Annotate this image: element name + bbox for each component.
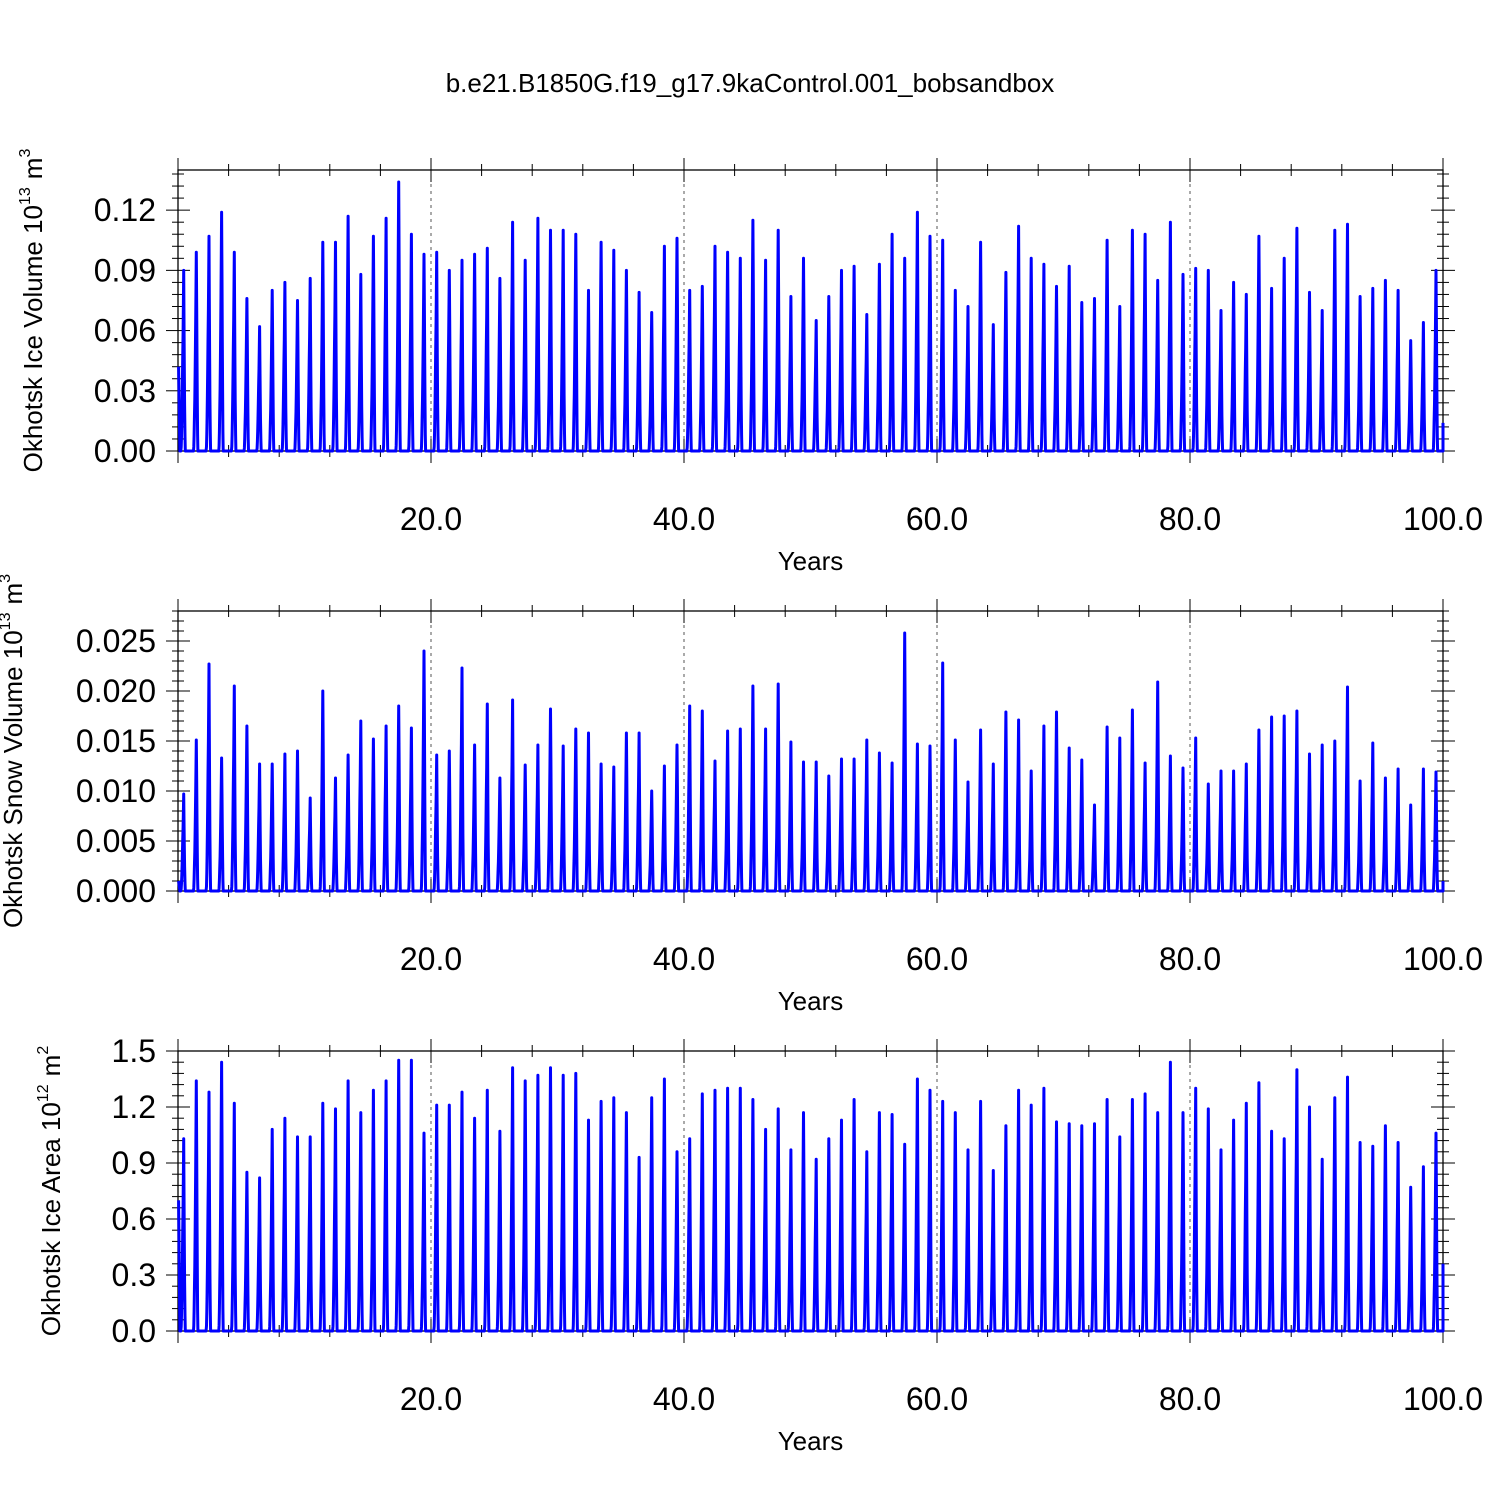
ice-volume-y-tick-labels: 0.00 0.03 0.06 0.09 0.12 [94, 192, 156, 469]
snow-volume-y-label-text: Okhotsk Snow Volume 10 [0, 630, 28, 928]
ice-volume-y-label-text: Okhotsk Ice Volume 10 [18, 205, 48, 472]
ice-area-y-label-unit: m [36, 1055, 66, 1077]
ice-volume-axes [177, 169, 1444, 452]
x-tick-label: 20.0 [400, 941, 462, 977]
y-tick-label: 1.5 [112, 1033, 156, 1069]
ice-area-y-label-unit-exponent: 2 [35, 1046, 52, 1055]
x-tick-label: 60.0 [906, 501, 968, 537]
x-tick-label: 80.0 [1159, 501, 1221, 537]
x-tick-label: 60.0 [906, 941, 968, 977]
x-tick-label: 60.0 [906, 1381, 968, 1417]
snow-volume-y-axis-label: Okhotsk Snow Volume 1013 m3 [0, 574, 28, 928]
x-tick-label: 40.0 [653, 1381, 715, 1417]
snow-volume-panel: 0.000 0.005 0.010 0.015 0.020 0.025 20.0 40.0 6… [0, 574, 1483, 1016]
y-tick-label: 0.6 [112, 1201, 156, 1237]
x-tick-label: 80.0 [1159, 941, 1221, 977]
plot-frame [177, 610, 1444, 892]
ice-area-axes [177, 1050, 1444, 1332]
y-tick-label: 1.2 [112, 1089, 156, 1125]
ice-volume-y-label-unit-exponent: 3 [17, 149, 34, 158]
x-tick-label: 80.0 [1159, 1381, 1221, 1417]
chart-title: b.e21.B1850G.f19_g17.9kaControl.001_bobs… [446, 68, 1055, 98]
y-tick-label: 0.9 [112, 1145, 156, 1181]
ice-volume-x-tick-labels: 20.0 40.0 60.0 80.0 100.0 [400, 501, 1483, 537]
snow-volume-y-label-unit: m [0, 583, 28, 605]
snow-volume-series-line [177, 631, 1445, 893]
ice-volume-x-axis-label: Years [778, 546, 844, 576]
x-tick-label: 100.0 [1403, 1381, 1483, 1417]
ice-volume-y-label-exponent: 13 [17, 187, 34, 205]
y-tick-label: 0.3 [112, 1257, 156, 1293]
y-tick-label: 0.03 [94, 373, 156, 409]
plot-frame [177, 169, 1444, 452]
x-tick-label: 100.0 [1403, 941, 1483, 977]
x-tick-label: 100.0 [1403, 501, 1483, 537]
ice-area-grid [430, 1051, 1191, 1331]
snow-volume-y-label-unit-exponent: 3 [0, 574, 14, 583]
ice-area-x-axis-label: Years [778, 1426, 844, 1456]
y-tick-label: 0.06 [94, 313, 156, 349]
x-tick-label: 20.0 [400, 501, 462, 537]
ice-area-y-label-text: Okhotsk Ice Area 10 [36, 1102, 66, 1336]
ice-area-series-line [177, 1058, 1445, 1333]
snow-volume-x-axis-label: Years [778, 986, 844, 1016]
ice-area-x-tick-labels: 20.0 40.0 60.0 80.0 100.0 [400, 1381, 1483, 1417]
snow-volume-y-tick-labels: 0.000 0.005 0.010 0.015 0.020 0.025 [76, 623, 156, 909]
ice-volume-y-label-unit: m [18, 158, 48, 180]
y-tick-label: 0.010 [76, 773, 156, 809]
y-tick-label: 0.015 [76, 723, 156, 759]
ice-area-y-tick-labels: 0.0 0.3 0.6 0.9 1.2 1.5 [112, 1033, 156, 1349]
x-tick-label: 40.0 [653, 941, 715, 977]
snow-volume-axes [177, 610, 1444, 892]
y-tick-label: 0.09 [94, 252, 156, 288]
y-tick-label: 0.00 [94, 433, 156, 469]
snow-volume-y-label-exponent: 13 [0, 612, 14, 630]
ice-volume-panel: 0.00 0.03 0.06 0.09 0.12 20.0 40.0 60.0 80.0 100… [17, 149, 1483, 576]
y-tick-label: 0.005 [76, 823, 156, 859]
y-tick-label: 0.12 [94, 192, 156, 228]
y-tick-label: 0.020 [76, 673, 156, 709]
y-tick-label: 0.025 [76, 623, 156, 659]
x-tick-label: 20.0 [400, 1381, 462, 1417]
ice-area-y-axis-label: Okhotsk Ice Area 1012 m2 [35, 1046, 66, 1337]
snow-volume-grid [430, 611, 1191, 891]
plot-frame [177, 1050, 1444, 1332]
ice-area-panel: 0.0 0.3 0.6 0.9 1.2 1.5 20.0 40.0 60.0 80.0 100.0… [35, 1033, 1483, 1456]
ice-volume-grid [430, 170, 1191, 451]
y-tick-label: 0.0 [112, 1313, 156, 1349]
snow-volume-x-tick-labels: 20.0 40.0 60.0 80.0 100.0 [400, 941, 1483, 977]
y-tick-label: 0.000 [76, 873, 156, 909]
x-tick-label: 40.0 [653, 501, 715, 537]
ice-area-y-label-exponent: 12 [35, 1084, 52, 1102]
ice-volume-series-line [177, 180, 1445, 453]
ice-volume-y-axis-label: Okhotsk Ice Volume 1013 m3 [17, 149, 48, 473]
